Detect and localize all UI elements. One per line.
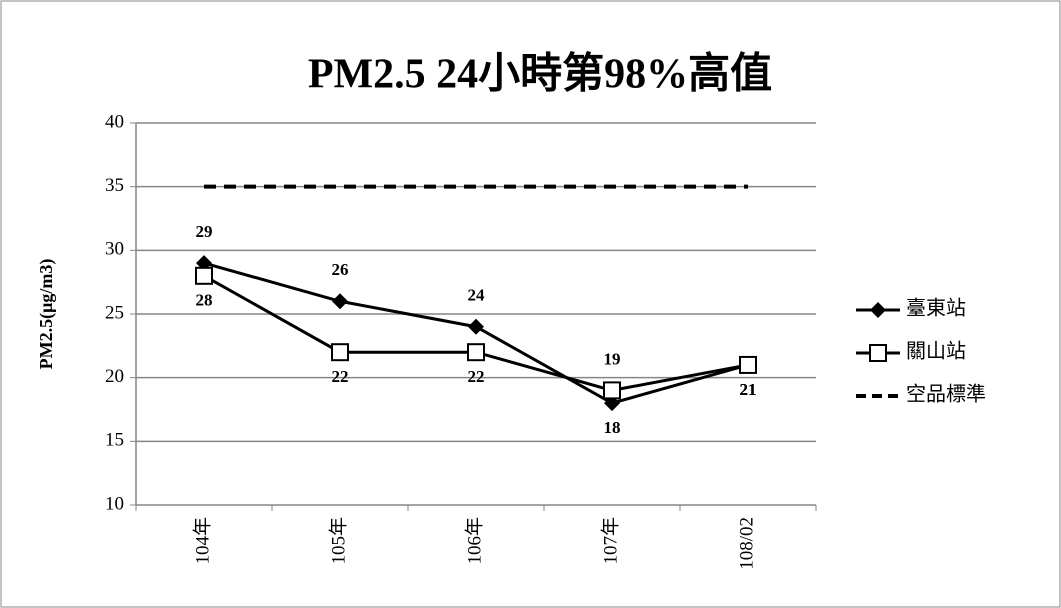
value-label: 26 [332,260,349,279]
y-tick-label: 35 [105,175,124,196]
x-tick-label: 107年 [599,517,621,565]
x-tick-label: 104年 [191,517,213,565]
value-label: 21 [740,380,757,399]
value-label: 18 [604,418,621,437]
value-label: 22 [332,367,349,386]
marker [195,266,213,285]
chart-title: PM2.5 24小時第98%高值 [308,51,772,98]
marker [468,318,484,335]
value-label: 28 [196,291,213,310]
legend-label: 空品標準 [906,383,986,406]
x-tick-label: 108/02 [736,517,757,570]
marker [467,343,485,362]
y-tick-label: 30 [105,239,124,260]
marker [739,355,757,374]
value-label: 24 [468,286,486,305]
y-tick-label: 15 [105,430,124,451]
marker [331,343,349,362]
y-axis-label: PM2.5(μg/m3) [36,259,57,370]
marker [603,381,621,400]
value-label: 19 [604,349,621,368]
marker [870,302,886,318]
legend-label: 臺東站 [906,297,966,320]
value-label: 29 [196,222,213,241]
x-tick-label: 105年 [327,517,349,565]
marker [869,344,887,362]
y-tick-label: 20 [105,366,124,387]
y-tick-label: 40 [105,111,124,132]
value-label: 21 [740,380,757,399]
legend-label: 關山站 [906,340,966,363]
marker [332,293,348,310]
y-tick-label: 25 [105,302,124,323]
value-label: 22 [468,367,485,386]
y-tick-label: 10 [105,493,124,514]
x-tick-label: 106年 [463,517,485,565]
